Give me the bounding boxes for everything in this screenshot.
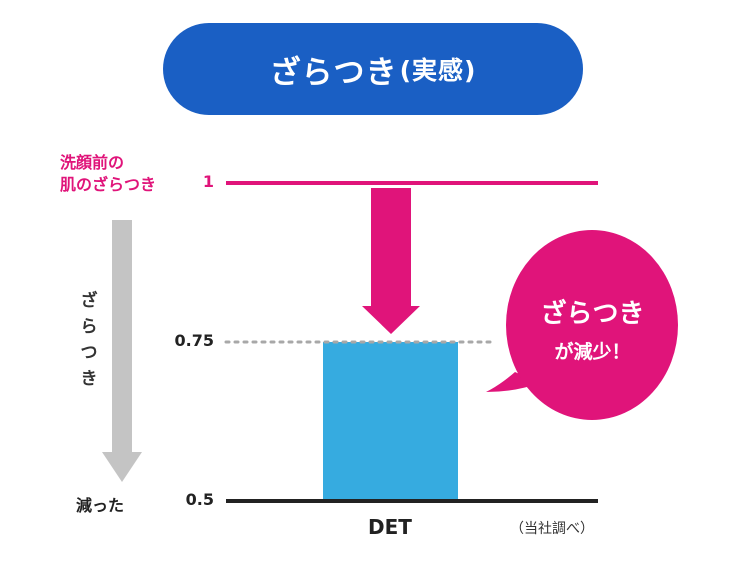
vertical-label-char: ざ [80,291,98,311]
y-tick-label: 0.75 [174,331,214,350]
bubble-line2: が減少！ [554,341,631,363]
title-sub: (実感) [399,56,477,85]
title-main: ざらつき [269,54,398,91]
speech-bubble-tail [486,372,540,392]
vertical-label-char: つ [80,343,98,363]
category-label-det: DET [368,515,412,539]
baseline-label-line1: 洗顔前の [60,153,125,172]
vertical-label-char: ら [80,317,98,337]
bubble-line1: ざらつき [540,299,645,329]
decrease-arrow-head [102,452,142,482]
vertical-label-char: き [80,369,98,389]
decrease-arrow-shaft [112,220,132,452]
baseline-label-line2: 肌のざらつき [60,175,157,194]
bubble-text: ざらつき が減少！ [505,240,680,410]
speech-bubble [506,230,678,420]
bar-det [323,342,458,501]
y-tick-label: 1 [202,172,214,191]
decreased-label: 減った [76,496,125,515]
reduction-arrow-head [362,306,420,334]
vertical-axis-label: ざ ら つ き [78,288,100,392]
y-tick-label: 0.5 [185,490,214,509]
reduction-arrow-shaft [371,188,411,306]
title-banner: ざらつき (実感) [163,23,583,115]
source-note: （当社調べ） [510,521,594,537]
